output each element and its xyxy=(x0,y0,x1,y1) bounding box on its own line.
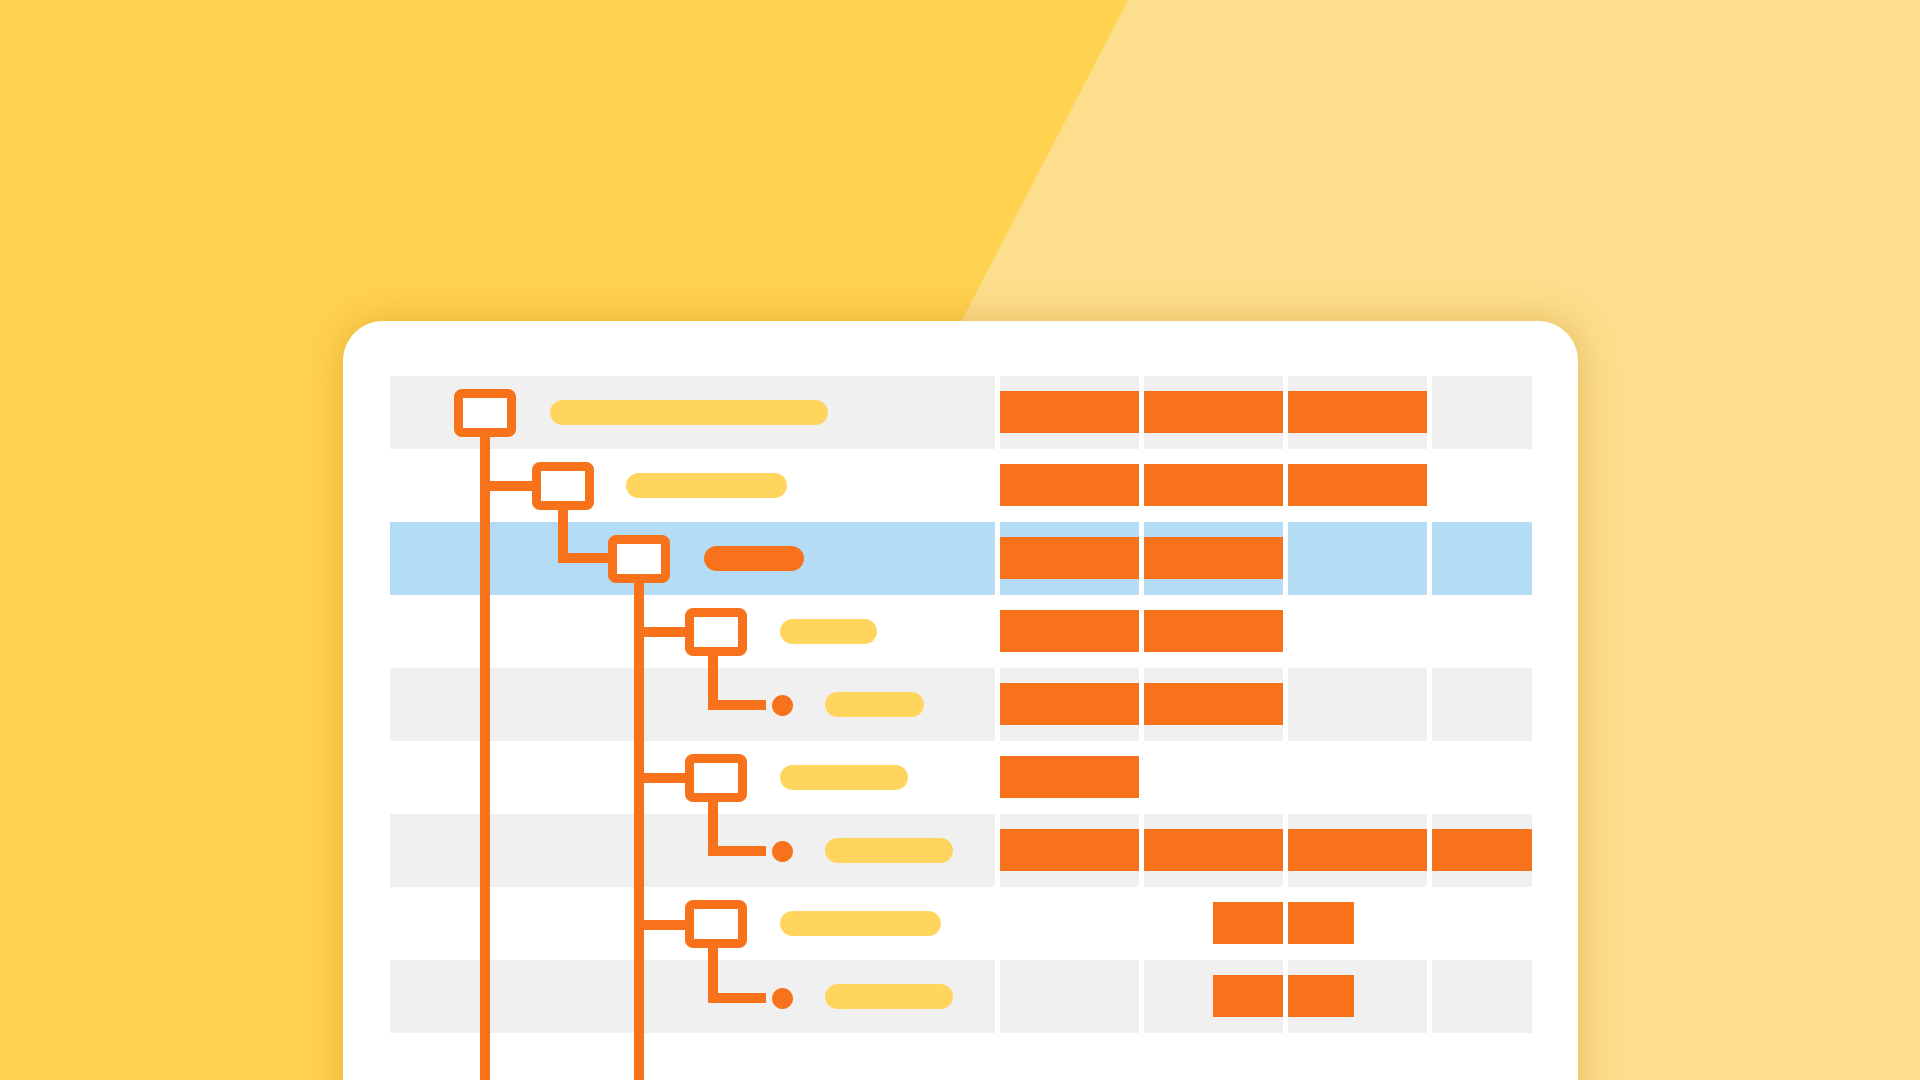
grid-cell-D xyxy=(1432,522,1532,595)
tree-node-box-branch-node-2 xyxy=(532,462,594,510)
tree-connector-line xyxy=(558,510,568,563)
task-label-pill xyxy=(780,619,877,644)
tree-node-box-root-node xyxy=(454,389,516,437)
gantt-bar xyxy=(1000,683,1139,725)
row-label-area xyxy=(390,522,995,595)
task-label-pill xyxy=(825,984,953,1009)
tree-connector-line xyxy=(639,920,685,930)
tree-connector-line xyxy=(708,700,766,710)
tree-connector-line xyxy=(634,583,644,1080)
gantt-bar xyxy=(1144,610,1283,652)
task-label-pill xyxy=(825,838,953,863)
tree-connector-line xyxy=(708,993,766,1003)
table-row-highlighted xyxy=(390,522,1532,595)
bullet-node-dot xyxy=(772,988,793,1009)
gantt-bar xyxy=(1144,683,1283,725)
gantt-bar xyxy=(1000,756,1139,798)
tree-connector-line xyxy=(708,802,718,856)
table-row xyxy=(390,887,1532,960)
gantt-bar xyxy=(1288,902,1354,944)
grid-cell-D xyxy=(1432,960,1532,1033)
tree-node-box-leaf-group-node-6 xyxy=(685,900,747,948)
gantt-bar xyxy=(1000,537,1139,579)
gantt-bar xyxy=(1000,464,1139,506)
gantt-bar xyxy=(1144,537,1283,579)
gantt-bar xyxy=(1213,902,1283,944)
gantt-bar xyxy=(1000,610,1139,652)
table-row xyxy=(390,960,1532,1033)
grid-cell-C xyxy=(1288,522,1427,595)
tree-connector-line xyxy=(558,553,608,563)
table-row xyxy=(390,449,1532,522)
gantt-bar xyxy=(1000,829,1139,871)
tree-connector-line xyxy=(708,846,766,856)
table-row xyxy=(390,741,1532,814)
task-label-pill xyxy=(626,473,787,498)
tree-node-box-branch-node-3 xyxy=(608,535,670,583)
tree-connector-line xyxy=(480,437,490,1080)
gantt-bar xyxy=(1144,391,1283,433)
tree-node-box-leaf-group-node-4 xyxy=(685,608,747,656)
gantt-bar xyxy=(1288,975,1354,1017)
gantt-bar xyxy=(1288,829,1427,871)
task-label-pill xyxy=(550,400,828,425)
tree-node-box-leaf-group-node-5 xyxy=(685,754,747,802)
tree-connector-line xyxy=(708,656,718,710)
gantt-bar xyxy=(1288,391,1427,433)
table-row xyxy=(390,1033,1532,1080)
bullet-node-dot xyxy=(772,695,793,716)
task-label-pill xyxy=(704,546,804,571)
gantt-bar xyxy=(1144,464,1283,506)
task-label-pill xyxy=(780,911,941,936)
tree-connector-line xyxy=(639,627,685,637)
table-row xyxy=(390,595,1532,668)
tree-connector-line xyxy=(708,948,718,1003)
table-row xyxy=(390,814,1532,887)
bullet-node-dot xyxy=(772,841,793,862)
task-label-pill xyxy=(780,765,908,790)
grid-cell-D xyxy=(1432,668,1532,741)
tree-connector-line xyxy=(485,481,532,491)
gantt-bar xyxy=(1213,975,1283,1017)
gantt-bar xyxy=(1288,464,1427,506)
grid-cell-D xyxy=(1432,376,1532,449)
grid-cell-C xyxy=(1288,668,1427,741)
grid-cell-A xyxy=(1000,960,1139,1033)
gantt-bar xyxy=(1000,391,1139,433)
table-row xyxy=(390,376,1532,449)
table-row xyxy=(390,668,1532,741)
task-label-pill xyxy=(825,692,924,717)
gantt-bar xyxy=(1432,829,1532,871)
gantt-bar xyxy=(1144,829,1283,871)
tree-connector-line xyxy=(639,773,685,783)
